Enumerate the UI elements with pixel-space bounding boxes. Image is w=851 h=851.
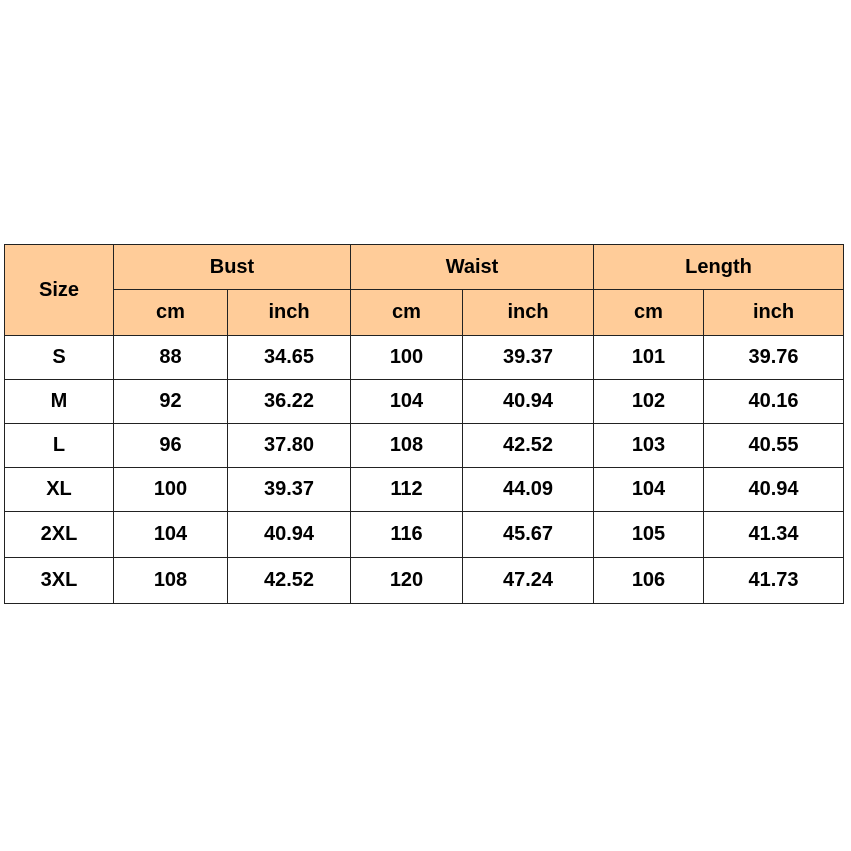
table-row: XL 100 39.37 112 44.09 104 40.94 (4, 467, 844, 512)
unit-header: inch (462, 289, 594, 336)
unit-header: inch (703, 289, 844, 336)
value-cell: 104 (350, 379, 463, 424)
unit-header: cm (350, 289, 463, 336)
value-cell: 40.16 (703, 379, 844, 424)
table-row: 2XL 104 40.94 116 45.67 105 41.34 (4, 511, 844, 558)
value-cell: 37.80 (227, 423, 351, 468)
bust-header: Bust (113, 244, 351, 290)
waist-header: Waist (350, 244, 594, 290)
value-cell: 105 (593, 511, 704, 558)
value-cell: 45.67 (462, 511, 594, 558)
size-cell: 2XL (4, 511, 114, 558)
value-cell: 101 (593, 335, 704, 380)
size-header: Size (4, 244, 114, 336)
unit-header: cm (113, 289, 228, 336)
value-cell: 100 (113, 467, 228, 512)
value-cell: 39.76 (703, 335, 844, 380)
value-cell: 41.73 (703, 557, 844, 604)
value-cell: 39.37 (462, 335, 594, 380)
value-cell: 44.09 (462, 467, 594, 512)
value-cell: 40.94 (703, 467, 844, 512)
value-cell: 108 (350, 423, 463, 468)
value-cell: 88 (113, 335, 228, 380)
value-cell: 40.94 (462, 379, 594, 424)
value-cell: 36.22 (227, 379, 351, 424)
size-cell: XL (4, 467, 114, 512)
table-row: L 96 37.80 108 42.52 103 40.55 (4, 423, 844, 468)
value-cell: 40.94 (227, 511, 351, 558)
value-cell: 120 (350, 557, 463, 604)
value-cell: 103 (593, 423, 704, 468)
value-cell: 116 (350, 511, 463, 558)
size-cell: S (4, 335, 114, 380)
value-cell: 106 (593, 557, 704, 604)
size-chart-table: Size Bust Waist Length cm inch cm inch c… (4, 244, 844, 604)
value-cell: 40.55 (703, 423, 844, 468)
size-cell: L (4, 423, 114, 468)
value-cell: 47.24 (462, 557, 594, 604)
value-cell: 100 (350, 335, 463, 380)
size-cell: M (4, 379, 114, 424)
value-cell: 41.34 (703, 511, 844, 558)
table-row: M 92 36.22 104 40.94 102 40.16 (4, 379, 844, 424)
value-cell: 34.65 (227, 335, 351, 380)
table-row: S 88 34.65 100 39.37 101 39.76 (4, 335, 844, 380)
value-cell: 108 (113, 557, 228, 604)
value-cell: 112 (350, 467, 463, 512)
value-cell: 39.37 (227, 467, 351, 512)
value-cell: 42.52 (227, 557, 351, 604)
unit-header: cm (593, 289, 704, 336)
length-header: Length (593, 244, 844, 290)
table-row: 3XL 108 42.52 120 47.24 106 41.73 (4, 557, 844, 604)
value-cell: 102 (593, 379, 704, 424)
value-cell: 96 (113, 423, 228, 468)
value-cell: 92 (113, 379, 228, 424)
value-cell: 104 (113, 511, 228, 558)
size-cell: 3XL (4, 557, 114, 604)
unit-header: inch (227, 289, 351, 336)
value-cell: 42.52 (462, 423, 594, 468)
value-cell: 104 (593, 467, 704, 512)
